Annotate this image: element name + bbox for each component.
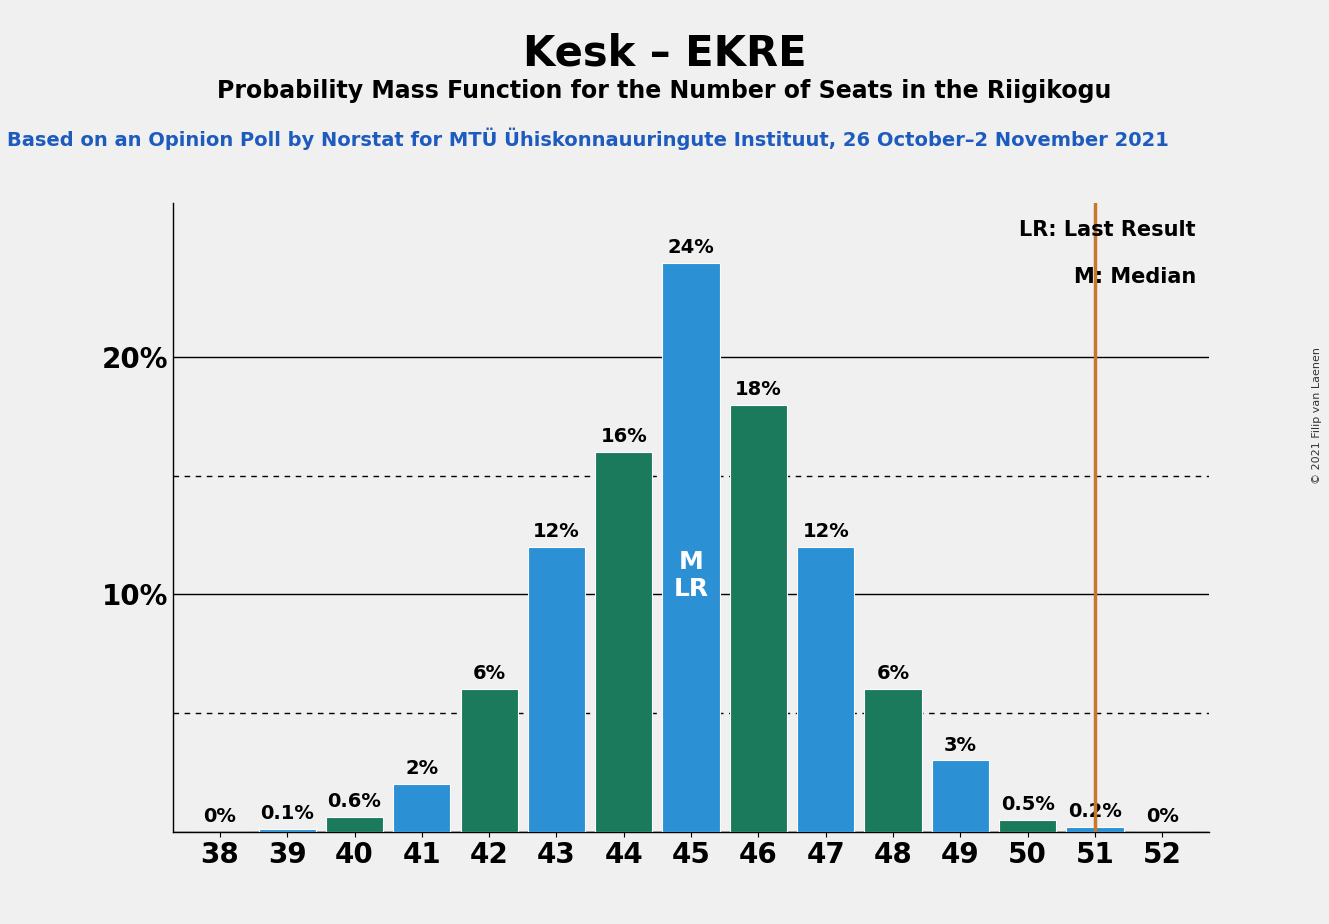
- Bar: [932, 760, 989, 832]
- Text: 0.2%: 0.2%: [1069, 802, 1122, 821]
- Text: 0%: 0%: [203, 807, 237, 826]
- Text: 6%: 6%: [473, 664, 506, 684]
- Bar: [528, 547, 585, 832]
- Text: 0.1%: 0.1%: [260, 804, 314, 823]
- Text: 0.6%: 0.6%: [327, 793, 381, 811]
- Bar: [595, 452, 653, 832]
- Text: 6%: 6%: [876, 664, 909, 684]
- Text: © 2021 Filip van Laenen: © 2021 Filip van Laenen: [1312, 347, 1322, 484]
- Text: 12%: 12%: [803, 522, 849, 541]
- Text: Probability Mass Function for the Number of Seats in the Riigikogu: Probability Mass Function for the Number…: [218, 79, 1111, 103]
- Text: M
LR: M LR: [674, 550, 708, 602]
- Bar: [864, 689, 921, 832]
- Bar: [393, 784, 451, 832]
- Text: 18%: 18%: [735, 380, 781, 399]
- Text: Kesk – EKRE: Kesk – EKRE: [522, 32, 807, 74]
- Text: 3%: 3%: [944, 736, 977, 755]
- Bar: [797, 547, 855, 832]
- Text: 16%: 16%: [601, 427, 647, 446]
- Text: LR: Last Result: LR: Last Result: [1019, 220, 1196, 240]
- Bar: [999, 820, 1057, 832]
- Text: Based on an Opinion Poll by Norstat for MTÜ Ühiskonnauuringute Instituut, 26 Oct: Based on an Opinion Poll by Norstat for …: [7, 128, 1168, 150]
- Text: M: Median: M: Median: [1074, 267, 1196, 287]
- Bar: [326, 818, 383, 832]
- Text: 0%: 0%: [1146, 807, 1179, 826]
- Text: 24%: 24%: [667, 237, 715, 257]
- Bar: [461, 689, 518, 832]
- Bar: [662, 262, 720, 832]
- Bar: [259, 829, 316, 832]
- Text: 2%: 2%: [405, 760, 439, 778]
- Bar: [730, 405, 787, 832]
- Text: 12%: 12%: [533, 522, 579, 541]
- Bar: [1066, 827, 1123, 832]
- Text: 0.5%: 0.5%: [1001, 795, 1055, 814]
